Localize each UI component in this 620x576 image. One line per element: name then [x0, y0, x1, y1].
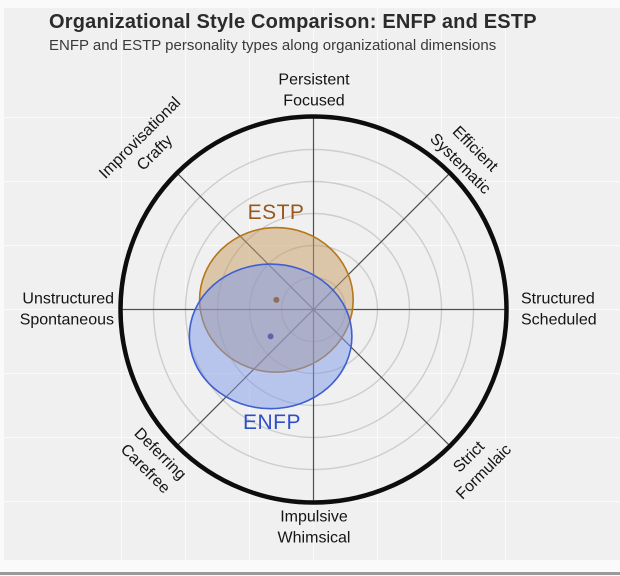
window-bottom-edge [0, 572, 620, 575]
series-label-estp: ESTP [247, 201, 305, 224]
page-title: Organizational Style Comparison: ENFP an… [49, 11, 537, 33]
outer-circle [118, 114, 509, 505]
axis-label-unstructured-spontaneous: Unstructured Spontaneous [19, 290, 114, 329]
axis-label-structured-scheduled: Structured Scheduled [521, 290, 597, 329]
series-center-dot-enfp [267, 333, 274, 340]
series-center-dot-estp [273, 296, 280, 303]
series-label-enfp: ENFP [242, 411, 302, 434]
axis-label-persistent-focused: Persistent Focused [278, 71, 350, 110]
axis-label-impulsive-whimsical: Impulsive Whimsical [277, 508, 351, 547]
page-subtitle: ENFP and ESTP personality types along or… [49, 37, 497, 54]
